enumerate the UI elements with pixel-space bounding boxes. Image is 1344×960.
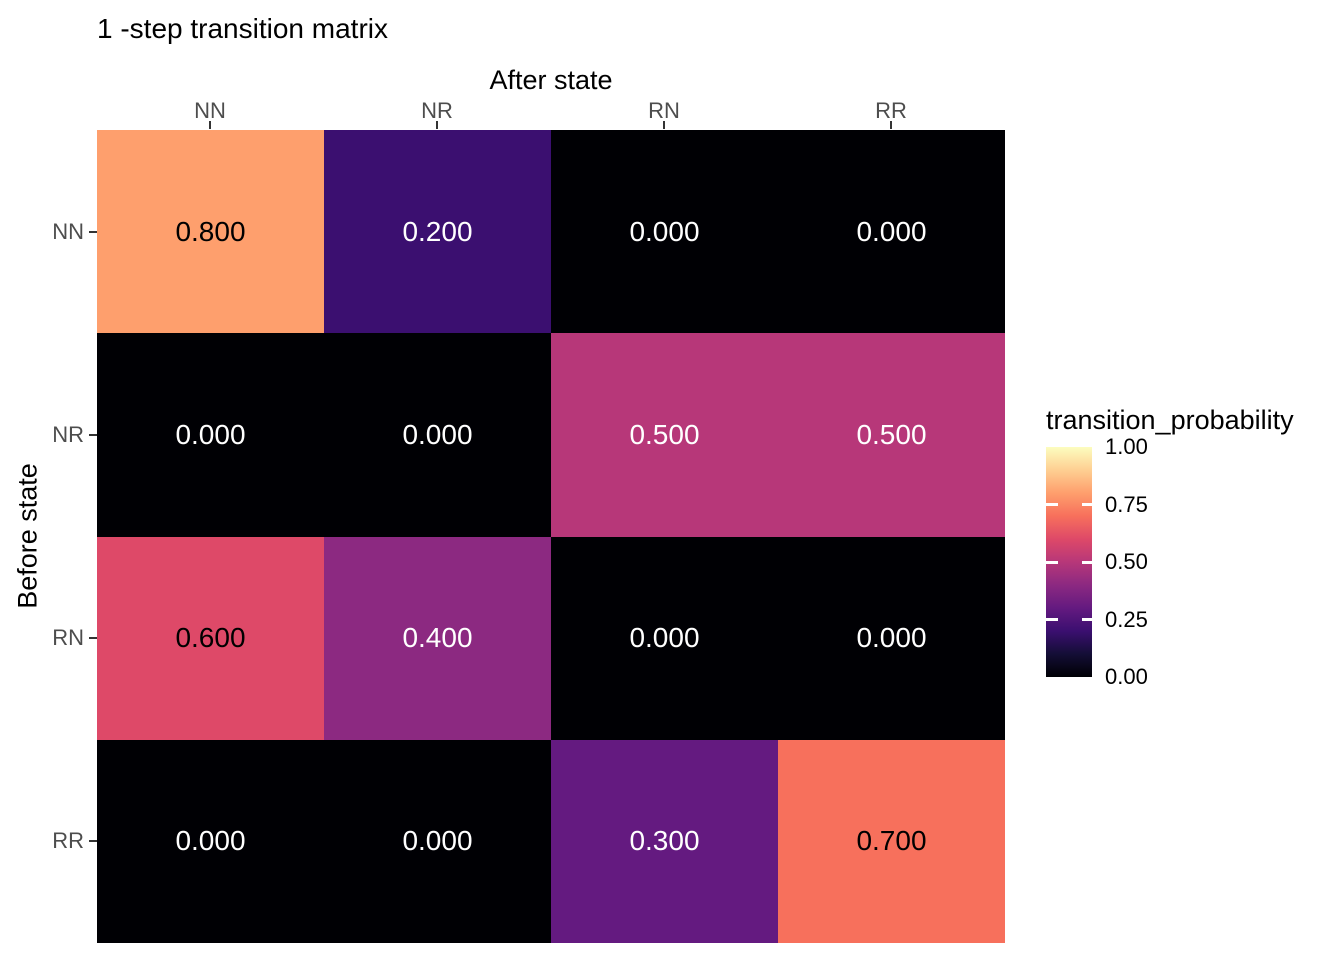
y-axis-title: Before state (12, 463, 43, 609)
heatmap-cell-nn-rr: 0.000 (778, 130, 1005, 334)
heatmap-cell-nn-nr: 0.200 (324, 130, 551, 334)
heatmap-cell-nr-nn: 0.000 (97, 333, 324, 537)
y-tick-mark (89, 434, 97, 436)
heatmap-cell-rr-nn: 0.000 (97, 739, 324, 943)
heatmap-cell-rn-nr: 0.400 (324, 536, 551, 740)
colorbar-tick-075 (1082, 503, 1092, 506)
y-tick-label-nn: NN (52, 219, 84, 244)
y-tick-mark (89, 637, 97, 639)
heatmap-cell-nn-rn: 0.000 (551, 130, 778, 334)
legend-label-025: 0.25 (1105, 607, 1148, 632)
colorbar-tick-050 (1082, 561, 1092, 564)
chart-title: 1 -step transition matrix (97, 13, 388, 44)
x-axis-title: After state (489, 65, 613, 95)
heatmap-cell-nr-rn: 0.500 (551, 333, 778, 537)
colorbar-tick-025 (1082, 618, 1092, 621)
legend-label-000: 0.00 (1105, 664, 1148, 689)
heatmap-cell-rr-rn: 0.300 (551, 739, 778, 943)
x-tick-mark (209, 121, 211, 129)
legend-label-100: 1.00 (1105, 434, 1148, 459)
heatmap-grid: 0.800 0.200 0.000 0.000 0.000 0.000 0.50… (97, 130, 1005, 943)
x-tick-label-rn: RN (648, 98, 680, 123)
colorbar-tick-025 (1046, 618, 1058, 621)
y-tick-label-nr: NR (52, 422, 84, 447)
colorbar-tick-050 (1046, 561, 1058, 564)
heatmap-cell-nn-nn: 0.800 (97, 130, 324, 334)
y-tick-label-rn: RN (52, 625, 84, 650)
heatmap-cell-rr-rr: 0.700 (778, 739, 1005, 943)
y-tick-label-rr: RR (52, 828, 84, 853)
legend-label-075: 0.75 (1105, 492, 1148, 517)
x-tick-label-nr: NR (421, 98, 453, 123)
heatmap-cell-nr-rr: 0.500 (778, 333, 1005, 537)
heatmap-cell-rn-nn: 0.600 (97, 536, 324, 740)
heatmap-cell-rn-rr: 0.000 (778, 536, 1005, 740)
x-tick-mark (663, 121, 665, 129)
x-tick-label-nn: NN (194, 98, 226, 123)
x-tick-label-rr: RR (875, 98, 907, 123)
heatmap-cell-rn-rn: 0.000 (551, 536, 778, 740)
legend-title: transition_probability (1046, 405, 1294, 435)
x-tick-mark (890, 121, 892, 129)
legend-colorbar (1046, 447, 1092, 677)
colorbar-tick-075 (1046, 503, 1058, 506)
heatmap-cell-nr-nr: 0.000 (324, 333, 551, 537)
y-tick-mark (89, 840, 97, 842)
y-tick-mark (89, 231, 97, 233)
x-tick-mark (436, 121, 438, 129)
heatmap-cell-rr-nr: 0.000 (324, 739, 551, 943)
legend-label-050: 0.50 (1105, 549, 1148, 574)
